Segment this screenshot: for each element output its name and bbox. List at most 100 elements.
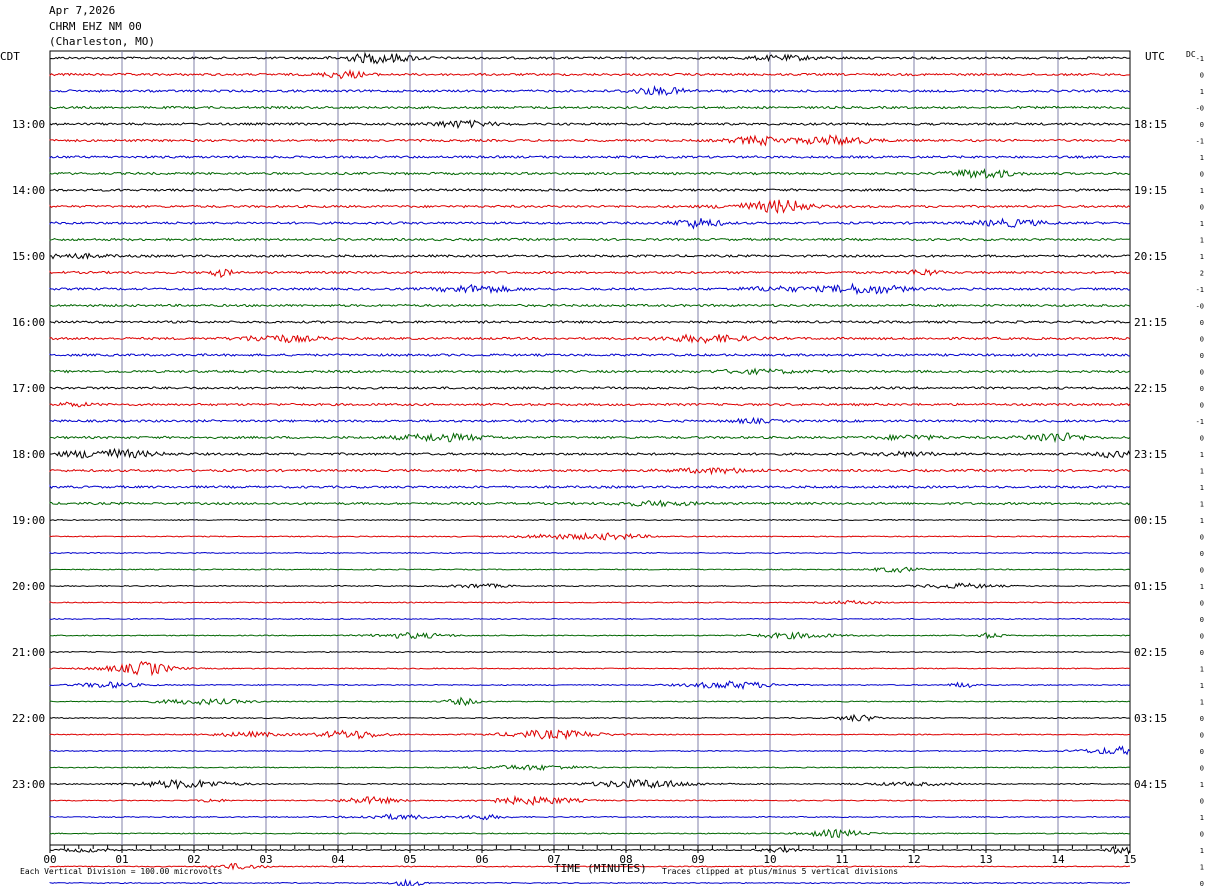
seismic-trace	[49, 680, 1131, 691]
seismic-trace	[49, 84, 1131, 97]
seismic-trace	[49, 167, 1131, 179]
dc-offset-value: -0	[1196, 303, 1204, 311]
seismic-trace	[49, 188, 1131, 192]
x-tick-label: 10	[763, 853, 776, 866]
dc-offset-value: 1	[1200, 864, 1204, 872]
seismic-trace	[49, 551, 1131, 555]
dc-offset-value: 0	[1200, 798, 1204, 806]
seismic-trace	[49, 878, 1131, 886]
dc-offset-value: 1	[1200, 468, 1204, 476]
seismic-trace	[49, 660, 1131, 677]
seismic-trace	[49, 778, 1131, 790]
seismic-trace	[49, 252, 1131, 260]
right-hour-label: 20:15	[1134, 250, 1167, 263]
left-hour-label: 23:00	[12, 778, 45, 791]
right-hour-label: 22:15	[1134, 382, 1167, 395]
left-hour-label: 22:00	[12, 712, 45, 725]
dc-offset-value: 2	[1200, 270, 1204, 278]
right-hour-label: 04:15	[1134, 778, 1167, 791]
dc-offset-value: 0	[1200, 352, 1204, 360]
dc-offset-value: 1	[1200, 583, 1204, 591]
right-hour-label: 01:15	[1134, 580, 1167, 593]
right-hour-label: 23:15	[1134, 448, 1167, 461]
clip-note: Traces clipped at plus/minus 5 vertical …	[662, 867, 899, 876]
left-hour-label: 17:00	[12, 382, 45, 395]
dc-offset-value: 1	[1200, 88, 1204, 96]
seismic-trace	[49, 696, 1131, 707]
dc-offset-value: -0	[1196, 105, 1204, 113]
seismic-trace	[49, 846, 1131, 856]
x-tick-label: 05	[403, 853, 416, 866]
seismic-trace	[49, 499, 1131, 508]
x-tick-label: 14	[1051, 853, 1065, 866]
dc-offset-value: 0	[1200, 600, 1204, 608]
right-hour-label: 02:15	[1134, 646, 1167, 659]
dc-offset-value: 0	[1200, 880, 1204, 886]
dc-offset-value: 0	[1200, 732, 1204, 740]
dc-offset-value: 0	[1200, 204, 1204, 212]
x-tick-label: 00	[43, 853, 56, 866]
dc-offset-value: 0	[1200, 319, 1204, 327]
left-hour-label: 15:00	[12, 250, 45, 263]
dc-offset-value: 0	[1200, 715, 1204, 723]
dc-offset-value: 0	[1200, 649, 1204, 657]
dc-offset-value: 0	[1200, 616, 1204, 624]
dc-offset-value: -1	[1196, 418, 1204, 426]
seismic-trace	[49, 119, 1131, 130]
right-hour-label: 00:15	[1134, 514, 1167, 527]
seismic-trace	[49, 862, 1131, 871]
seismic-trace	[49, 320, 1131, 324]
dc-offset-value: 0	[1200, 633, 1204, 641]
dc-offset-value: 0	[1200, 336, 1204, 344]
x-axis-title: TIME (MINUTES)	[554, 862, 647, 875]
left-hour-label: 14:00	[12, 184, 45, 197]
dc-offset-value: 0	[1200, 121, 1204, 129]
seismic-trace	[49, 729, 1130, 741]
dc-offset-value: 1	[1200, 451, 1204, 459]
seismic-trace	[49, 828, 1131, 839]
left-hour-label: 18:00	[12, 448, 45, 461]
seismic-trace	[49, 631, 1131, 640]
dc-offset-value: 0	[1200, 72, 1204, 80]
dc-offset-value: 0	[1200, 567, 1204, 575]
seismic-trace	[49, 105, 1131, 110]
right-hour-label: 19:15	[1134, 184, 1167, 197]
left-timezone-label: CDT	[0, 50, 20, 63]
left-hour-label: 21:00	[12, 646, 45, 659]
seismic-trace	[49, 745, 1131, 756]
dc-offset-value: -1	[1196, 55, 1204, 63]
right-hour-label: 21:15	[1134, 316, 1167, 329]
x-tick-label: 08	[619, 853, 632, 866]
dc-offset-value: 0	[1200, 402, 1204, 410]
seismic-trace	[49, 134, 1131, 147]
dc-offset-value: 1	[1200, 220, 1204, 228]
right-timezone-label: UTC	[1145, 50, 1165, 63]
x-tick-label: 04	[331, 853, 345, 866]
dc-offset-value: 0	[1200, 171, 1204, 179]
x-tick-label: 11	[835, 853, 848, 866]
dc-offset-value: 1	[1200, 501, 1204, 509]
dc-offset-value: -1	[1196, 138, 1204, 146]
dc-offset-value: 0	[1200, 748, 1204, 756]
dc-offset-value: 1	[1200, 699, 1204, 707]
x-tick-label: 02	[187, 853, 200, 866]
left-hour-label: 20:00	[12, 580, 45, 593]
seismic-trace	[49, 599, 1131, 605]
seismic-trace	[49, 303, 1131, 308]
seismic-trace	[49, 447, 1131, 459]
dc-offset-value: 1	[1200, 154, 1204, 162]
seismic-trace	[49, 582, 1131, 589]
left-hour-label: 16:00	[12, 316, 45, 329]
dc-offset-value: 1	[1200, 814, 1204, 822]
header-date: Apr 7,2026	[49, 4, 116, 17]
left-hour-label: 13:00	[12, 118, 45, 131]
seismic-trace	[49, 333, 1131, 345]
x-tick-label: 13	[979, 853, 992, 866]
seismic-trace	[49, 518, 1131, 522]
dc-offset-value: 1	[1200, 484, 1204, 492]
seismic-trace	[49, 217, 1131, 230]
dc-offset-value: 1	[1200, 253, 1204, 261]
left-hour-label: 19:00	[12, 514, 45, 527]
dc-offset-value: 0	[1200, 369, 1204, 377]
